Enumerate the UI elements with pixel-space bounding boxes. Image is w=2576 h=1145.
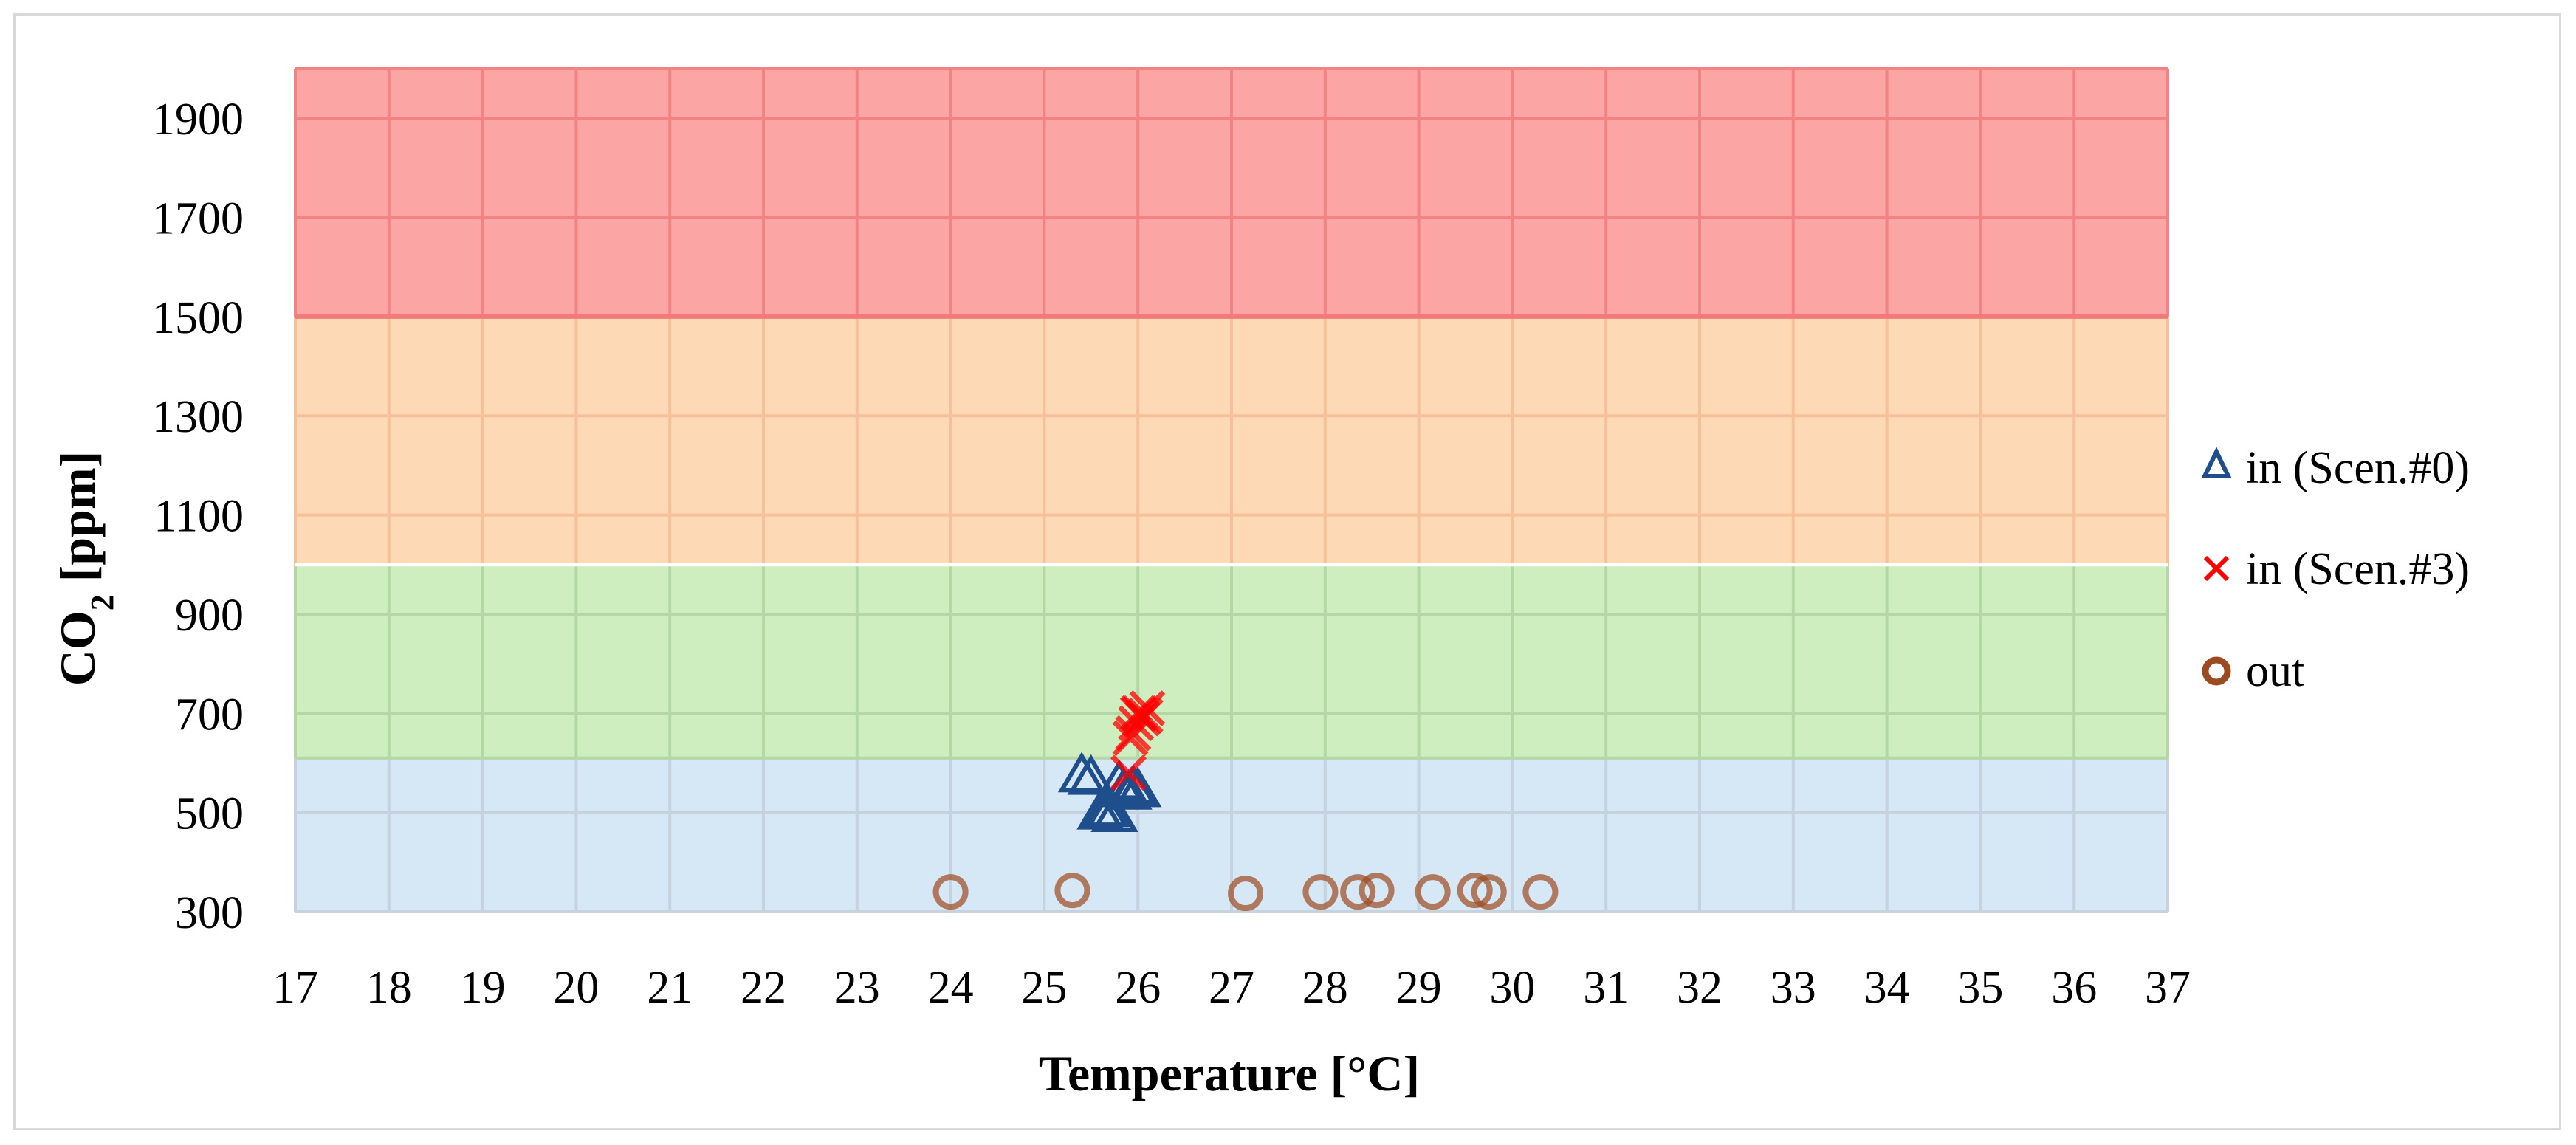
legend-triangle-icon	[2201, 447, 2232, 478]
y-axis-title-main: CO	[49, 611, 106, 686]
legend-item-scen0: in (Scen.#0)	[2201, 443, 2470, 493]
legend-item-out: out	[2202, 646, 2304, 696]
x-tick-label: 33	[1770, 963, 1816, 1013]
y-tick-labels: 300 500 700 900 1100 1300 1500 1700 1900	[152, 94, 244, 938]
triangle-point	[1113, 766, 1162, 808]
y-tick-label: 1500	[152, 293, 244, 343]
x-tick-label: 36	[2051, 963, 2097, 1013]
data-points	[932, 690, 1559, 912]
x-tick-label: 31	[1583, 963, 1629, 1013]
x-tick-label: 23	[834, 963, 880, 1013]
x-tick-label: 17	[272, 963, 318, 1013]
circle-point	[1359, 873, 1395, 909]
x-tick-label: 21	[647, 963, 693, 1013]
cross-point	[1112, 720, 1149, 757]
x-tick-label: 24	[928, 963, 974, 1013]
x-tick-label: 22	[741, 963, 786, 1013]
series-cross	[1110, 690, 1166, 791]
y-tick-label: 1100	[154, 492, 244, 542]
y-tick-label: 1300	[152, 392, 244, 442]
y-tick-label: 500	[175, 789, 244, 839]
series-triangle	[1057, 752, 1162, 833]
x-tick-label: 28	[1302, 963, 1348, 1013]
y-axis-title-subscript: 2	[84, 594, 120, 611]
cross-point	[1127, 698, 1164, 735]
circle-point	[1415, 874, 1451, 910]
x-tick-label: 25	[1021, 963, 1067, 1013]
x-tick-label: 27	[1209, 963, 1254, 1013]
cross-point	[1110, 754, 1147, 791]
x-tick-label: 32	[1677, 963, 1723, 1013]
x-tick-label: 18	[366, 963, 412, 1013]
x-tick-label: 29	[1396, 963, 1442, 1013]
circle-point	[1471, 874, 1507, 910]
x-tick-label: 20	[553, 963, 599, 1013]
triangle-point	[1067, 754, 1116, 795]
legend-label-out: out	[2246, 646, 2304, 696]
gridlines	[294, 67, 2169, 913]
triangle-point	[1076, 788, 1124, 830]
x-tick-label: 30	[1489, 963, 1535, 1013]
legend-cross-icon	[2203, 555, 2230, 582]
legend-label-scen0: in (Scen.#0)	[2246, 443, 2470, 493]
y-axis-title: CO2 [ppm]	[49, 451, 120, 687]
circle-point	[1302, 874, 1339, 910]
circle-point	[1522, 874, 1559, 910]
x-axis-title: Temperature [°C]	[1039, 1045, 1420, 1101]
y-tick-label: 300	[175, 888, 244, 938]
triangle-point	[1057, 752, 1106, 793]
triangle-point	[1090, 791, 1138, 833]
y-tick-label: 1700	[152, 194, 244, 244]
circle-point	[1054, 873, 1090, 909]
x-tick-label: 37	[2145, 963, 2191, 1013]
series-circle	[932, 873, 1559, 912]
x-tick-label: 35	[1957, 963, 2003, 1013]
legend-item-scen3: in (Scen.#3)	[2203, 544, 2470, 594]
circle-point	[1228, 876, 1264, 912]
x-tick-label: 19	[460, 963, 506, 1013]
x-tick-label: 34	[1864, 963, 1910, 1013]
x-tick-labels: 17 18 19 20 21 22 23 24 25 26 27 28 29 30 31 32 33 34 35 36…	[272, 963, 2191, 1013]
legend-circle-icon	[2202, 656, 2231, 686]
y-tick-label: 700	[175, 690, 244, 740]
x-tick-label: 26	[1115, 963, 1161, 1013]
legend: in (Scen.#0) in (Scen.#3) out	[2201, 443, 2470, 696]
y-axis-title-unit: [ppm]	[49, 451, 106, 595]
legend-label-scen3: in (Scen.#3)	[2246, 544, 2470, 594]
circle-point	[1340, 874, 1376, 910]
y-tick-label: 1900	[152, 94, 244, 145]
y-tick-label: 900	[175, 591, 244, 641]
circle-point	[1457, 873, 1493, 909]
circle-point	[932, 874, 969, 910]
triangle-point	[1081, 786, 1130, 828]
